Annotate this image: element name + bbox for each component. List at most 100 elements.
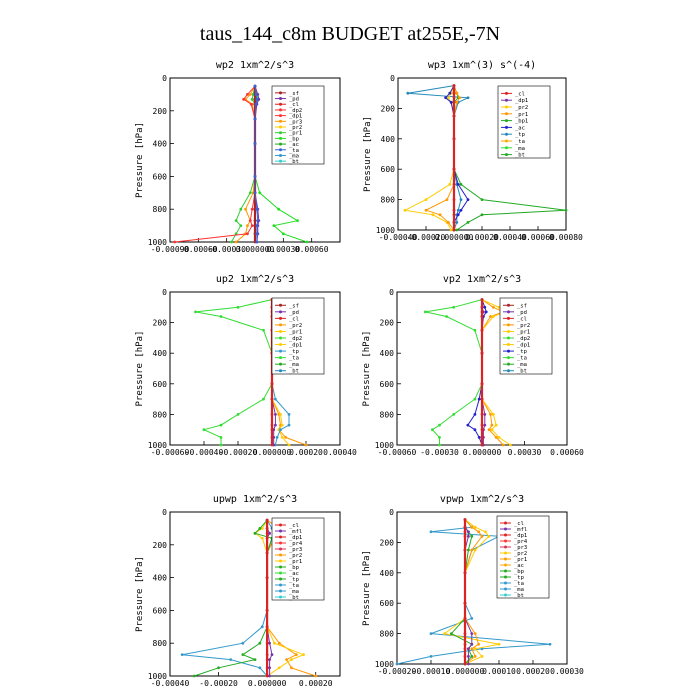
series-point-cl [270,423,274,427]
y-tick-label: 400 [380,349,395,358]
series-point-cl [270,435,274,439]
series-line-dp2 [195,299,273,445]
series-point-cl [452,221,456,224]
series-point-bp1 [480,198,484,202]
legend-marker [279,523,282,527]
legend-marker [504,569,507,573]
series-point-cl [480,298,484,302]
series-point-cl [452,183,456,186]
series-point-mfl [467,647,470,651]
series-point-ta [255,232,259,236]
legend-label: _dp2 [289,108,302,114]
series-point-ta [255,97,259,101]
x-tick-label: 0.00020 [465,233,499,242]
series-point-bp [470,655,474,658]
series-point-pr2 [489,413,492,416]
x-tick-label: 0.00040 [493,233,527,242]
x-tick-label: 0.00020 [299,679,333,688]
series-point-pr1 [438,213,442,217]
y-axis-label: Pressure [hPa] [135,122,145,198]
series-point-cl [265,576,269,579]
legend-label: _pd [517,310,527,316]
legend-label: _tp [514,575,524,581]
series-point-pr2 [277,641,281,645]
legend-marker [279,343,282,347]
series-point-pr1 [250,97,254,101]
legend-label: _tp [515,132,525,138]
series-point-pr3 [246,224,249,228]
series-point-dp2 [219,423,223,427]
series-point-cl [452,198,456,202]
legend-label: _mfl [514,527,527,533]
y-tick-label: 400 [153,140,168,149]
x-tick-label: -0.00030 [420,448,459,457]
legend-label: _ac [289,571,299,577]
legend-marker [279,119,282,123]
series-point-bp [272,224,276,228]
series-point-pr1 [491,315,495,318]
legend-marker [505,119,508,123]
series-point-dp1 [248,219,252,223]
series-point-bp [305,240,309,244]
series-point-mfl [467,655,470,658]
series-point-mfl [268,674,271,678]
series-point-pr1 [455,91,459,95]
panel-2: wp3 1xm^(3) s^(-4) Pressure [hPa] 0 200 400 6… [363,60,583,242]
series-point-cl [270,413,274,416]
series-point-dp2 [262,328,265,332]
series-point-cl [270,428,274,432]
legend-marker [279,97,282,101]
series-point-pr1 [279,413,282,416]
series-point-ta [395,662,399,666]
series-point-pr1 [473,632,477,635]
series-point-pr2 [431,213,435,217]
legend-label: _cl [289,523,299,529]
legend-marker [505,125,508,129]
series-point-cl [265,518,269,522]
series-point-dp1 [250,224,254,228]
legend-label: _tp [289,349,299,355]
series-point-ta [429,530,433,534]
series-point-sf [253,219,257,223]
legend-marker [279,535,282,539]
series-point-pr1 [494,423,498,427]
legend-marker [507,369,510,373]
legend: _cl_mfl_dp1_pr4_pr3_pr2_pr1_bp_ac_tp_ta_… [271,517,325,601]
series-point-cl [452,84,456,87]
series-point-ta [253,84,257,88]
legend-label: _bt [515,153,525,159]
series-point-dp2 [438,423,441,427]
series-point-pr3 [244,207,247,211]
series-point-tp [473,413,477,416]
legend-label: _pr1 [517,329,530,335]
series-point-cl [463,534,467,538]
series-point-mfl [467,662,470,666]
x-tick-label: -0.00060 [378,448,417,457]
legend-label: _pr2 [514,551,527,557]
x-tick-label: 0.00060 [295,245,329,254]
series-point-tp [274,397,277,401]
y-tick-label: 1000 [148,672,167,681]
x-tick-label: 0.00020 [289,448,323,457]
legend-label: _ma [517,362,527,368]
y-tick-label: 1000 [376,226,395,235]
series-point-pr2 [284,435,287,439]
series-point-pr2 [424,198,428,202]
series-point-cl [265,551,269,555]
y-tick-label: 0 [162,74,167,83]
series-point-pr1 [480,534,484,538]
y-tick-label: 1000 [148,238,167,247]
series-point-pr1 [280,435,284,439]
series-point-tp [406,91,410,95]
legend-label: _bt [289,369,299,375]
y-axis-label: Pressure [hPa] [135,556,145,632]
y-tick-label: 800 [153,410,168,419]
series-point-dp1 [246,93,249,96]
legend-label: _bp [289,565,299,571]
series-point-dp2 [452,413,456,416]
series-point-dp2 [219,435,223,439]
series-point-bp [217,666,220,670]
series-point-pr1 [239,207,243,211]
y-tick-label: 600 [153,172,168,181]
series-point-pr1 [290,658,293,661]
